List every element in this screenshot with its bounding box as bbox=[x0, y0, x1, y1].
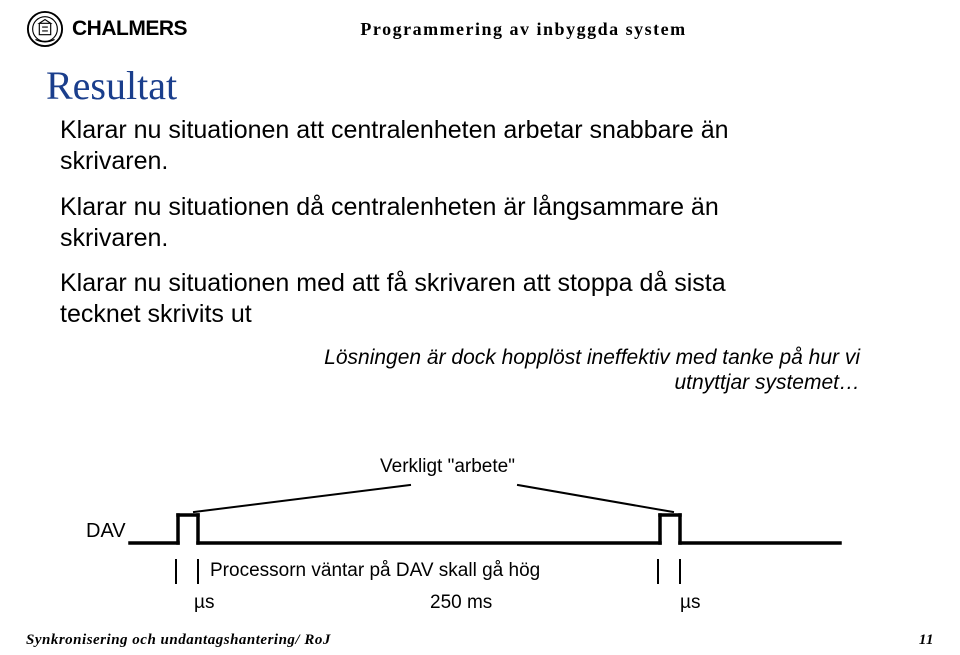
chalmers-emblem-icon bbox=[26, 10, 64, 48]
page-number: 11 bbox=[919, 632, 934, 649]
dav-label: DAV bbox=[86, 520, 126, 543]
footer-left: Synkronisering och undantagshantering/ R… bbox=[26, 632, 331, 649]
org-name: CHALMERS bbox=[72, 17, 187, 41]
timing-diagram bbox=[80, 455, 880, 605]
note-line-1: Lösningen är dock hopplöst ineffektiv me… bbox=[46, 345, 860, 370]
slide-title: Resultat bbox=[46, 62, 900, 109]
note-line-2: utnyttjar systemet… bbox=[46, 370, 860, 395]
paragraph-2: Klarar nu situationen då centralenheten … bbox=[60, 192, 800, 255]
processor-label: Processorn väntar på DAV skall gå hög bbox=[210, 560, 540, 582]
course-title: Programmering av inbyggda system bbox=[187, 19, 860, 40]
microsecond-label-2: µs bbox=[680, 592, 700, 614]
millisecond-label: 250 ms bbox=[430, 592, 492, 614]
paragraph-1: Klarar nu situationen att centralenheten… bbox=[60, 115, 800, 178]
paragraph-3: Klarar nu situationen med att få skrivar… bbox=[60, 268, 800, 331]
microsecond-label-1: µs bbox=[194, 592, 214, 614]
